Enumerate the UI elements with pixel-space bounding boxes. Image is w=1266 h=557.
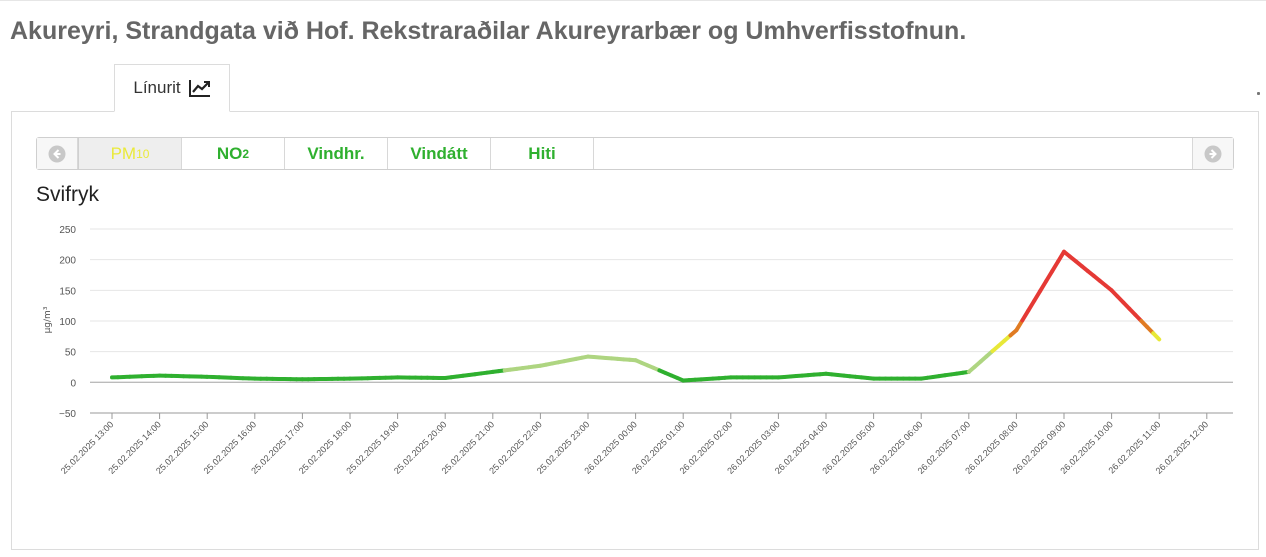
tab-linurit-label: Línurit xyxy=(133,78,181,97)
page-edge-marker xyxy=(1257,92,1260,95)
x-tick-label: 26.02.2025 12:00 xyxy=(1154,419,1211,476)
tab-vindhr[interactable]: Vindhr. xyxy=(285,138,388,169)
arrow-circle-left-icon xyxy=(48,145,66,162)
top-divider xyxy=(0,0,1266,1)
page-title: Akureyri, Strandgata við Hof. Rekstrarað… xyxy=(10,17,967,45)
chart-title: Svifryk xyxy=(36,183,99,206)
tab-no2-subscript: 2 xyxy=(242,146,250,161)
line-chart-icon xyxy=(188,80,210,97)
y-tick-label: 150 xyxy=(59,286,76,297)
y-tick-label: 0 xyxy=(70,378,76,389)
y-tick-label: −50 xyxy=(59,409,76,420)
tab-hiti[interactable]: Hiti xyxy=(491,138,594,169)
tab-pm10[interactable]: PM 10 xyxy=(78,138,182,169)
tab-linurit[interactable]: Línurit xyxy=(114,64,230,112)
y-tick-label: 250 xyxy=(59,225,76,236)
chart-panel xyxy=(11,111,1259,550)
y-tick-label: 200 xyxy=(59,256,76,267)
tab-no2[interactable]: NO 2 xyxy=(182,138,285,169)
tab-vindatt[interactable]: Vindátt xyxy=(388,138,491,169)
scroll-right-button[interactable] xyxy=(1192,138,1233,169)
tab-pm10-label: PM xyxy=(110,143,137,163)
tab-no2-label: NO xyxy=(216,143,243,163)
tab-pm10-subscript: 10 xyxy=(136,146,150,161)
y-tick-label: 50 xyxy=(65,348,77,359)
scroll-left-button[interactable] xyxy=(37,138,78,169)
arrow-circle-right-icon xyxy=(1204,145,1222,162)
tab-vindhr-label: Vindhr. xyxy=(307,143,365,163)
y-axis-label: µg/m³ xyxy=(43,306,53,333)
y-tick-label: 100 xyxy=(59,317,76,328)
tab-hiti-label: Hiti xyxy=(528,143,556,163)
series-line-segment xyxy=(1151,331,1162,342)
pollutant-tab-bar: PM 10 NO 2 Vindhr. Vindátt Hiti xyxy=(36,137,1234,170)
tab-vindatt-label: Vindátt xyxy=(410,143,468,163)
